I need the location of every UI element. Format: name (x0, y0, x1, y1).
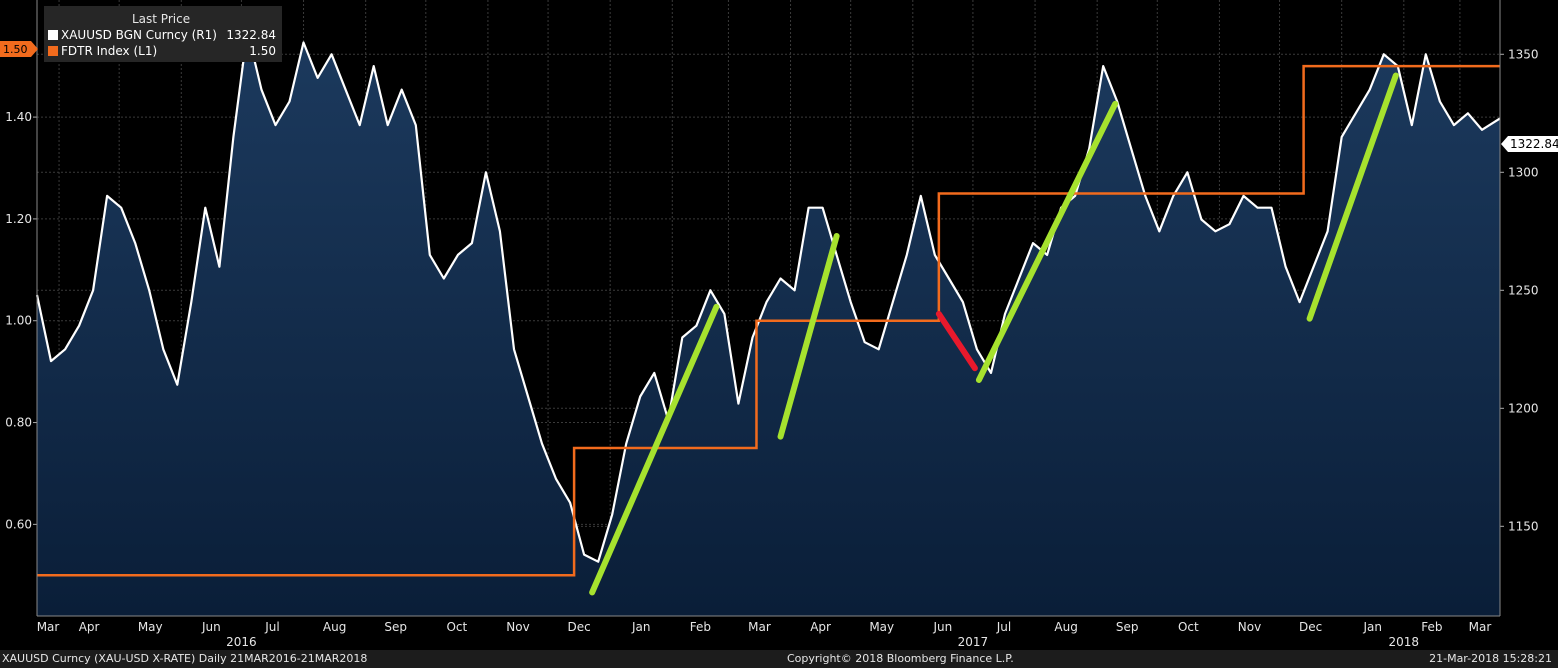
month-label: Apr (810, 620, 831, 634)
value-badges: 1.50 1322.84 (0, 41, 1558, 152)
month-label: Sep (384, 620, 407, 634)
month-label: Dec (567, 620, 590, 634)
left-axis: 0.60 0.80 1.00 1.20 1.40 (5, 0, 38, 616)
legend-value-fed: 1.50 (249, 44, 276, 58)
left-tick-label: 1.00 (5, 314, 32, 328)
year-label: 2017 (958, 635, 989, 649)
month-label: Feb (690, 620, 711, 634)
down-trend-line (935, 310, 978, 372)
right-tick-label: 1350 (1508, 47, 1539, 61)
month-label: Mar (37, 620, 60, 634)
month-label: Jul (264, 620, 279, 634)
right-value-badge-text: 1322.84 (1510, 137, 1558, 151)
year-label: 2018 (1389, 635, 1420, 649)
month-label: Sep (1116, 620, 1139, 634)
up-trend-line (589, 303, 720, 596)
month-label: Jan (631, 620, 651, 634)
month-label: Oct (1178, 620, 1199, 634)
up-trend-line (777, 233, 840, 440)
left-tick-label: 1.40 (5, 110, 32, 124)
up-trend-line (975, 100, 1119, 383)
month-label: Aug (323, 620, 346, 634)
month-label: Apr (79, 620, 100, 634)
legend: Last Price XAUUSD BGN Curncy (R1) 1322.8… (44, 6, 282, 62)
gold-price-area (37, 30, 1500, 616)
year-label: 2016 (226, 635, 257, 649)
month-label: Nov (1238, 620, 1261, 634)
right-tick-label: 1150 (1508, 519, 1539, 533)
footer-bar: XAUUSD Curncy (XAU-USD X-RATE) Daily 21M… (0, 650, 1558, 668)
right-tick-label: 1200 (1508, 401, 1539, 415)
month-label: May (869, 620, 894, 634)
month-label: Mar (748, 620, 771, 634)
left-value-badge (0, 41, 38, 57)
legend-value-gold: 1322.84 (226, 28, 276, 42)
month-label: Feb (1421, 620, 1442, 634)
gold-price-line (35, 29, 1501, 563)
month-label: Jun (932, 620, 952, 634)
legend-label-gold: XAUUSD BGN Curncy (R1) (61, 28, 217, 42)
right-axis: 1150 1200 1250 1300 1350 (1499, 0, 1539, 616)
up-trend-line (1306, 72, 1399, 322)
legend-swatch-fed (48, 46, 58, 56)
left-tick-label: 0.60 (5, 517, 32, 531)
footer-timestamp: 21-Mar-2018 15:28:21 (1429, 652, 1552, 665)
footer-copyright: Copyright© 2018 Bloomberg Finance L.P. (787, 652, 1014, 665)
right-tick-label: 1300 (1508, 165, 1539, 179)
trend-annotations (589, 72, 1399, 596)
legend-item-gold: XAUUSD BGN Curncy (R1) 1322.84 (48, 28, 276, 43)
legend-header: Last Price (132, 12, 191, 26)
fed-funds-step-line (37, 64, 1500, 577)
legend-item-fed: FDTR Index (L1) 1.50 (48, 44, 276, 59)
month-label: May (138, 620, 163, 634)
x-axis: Mar Apr May Jun Jul Aug Sep Oct Nov Dec Jan Feb Mar A… (37, 615, 1500, 649)
left-tick-label: 0.80 (5, 416, 32, 430)
month-label: Jul (996, 620, 1011, 634)
left-tick-label: 1.20 (5, 212, 32, 226)
month-label: Nov (506, 620, 529, 634)
month-label: Dec (1299, 620, 1322, 634)
month-label: Aug (1054, 620, 1077, 634)
month-label: Oct (446, 620, 467, 634)
footer-security-info: XAUUSD Curncy (XAU-USD X-RATE) Daily 21M… (2, 652, 368, 665)
right-tick-label: 1250 (1508, 283, 1539, 297)
left-value-badge-text: 1.50 (3, 43, 28, 56)
legend-swatch-gold (48, 30, 58, 40)
legend-label-fed: FDTR Index (L1) (61, 44, 158, 58)
month-label: Jun (201, 620, 221, 634)
month-label: Jan (1362, 620, 1382, 634)
month-label: Mar (1469, 620, 1492, 634)
right-value-badge (1501, 136, 1558, 152)
